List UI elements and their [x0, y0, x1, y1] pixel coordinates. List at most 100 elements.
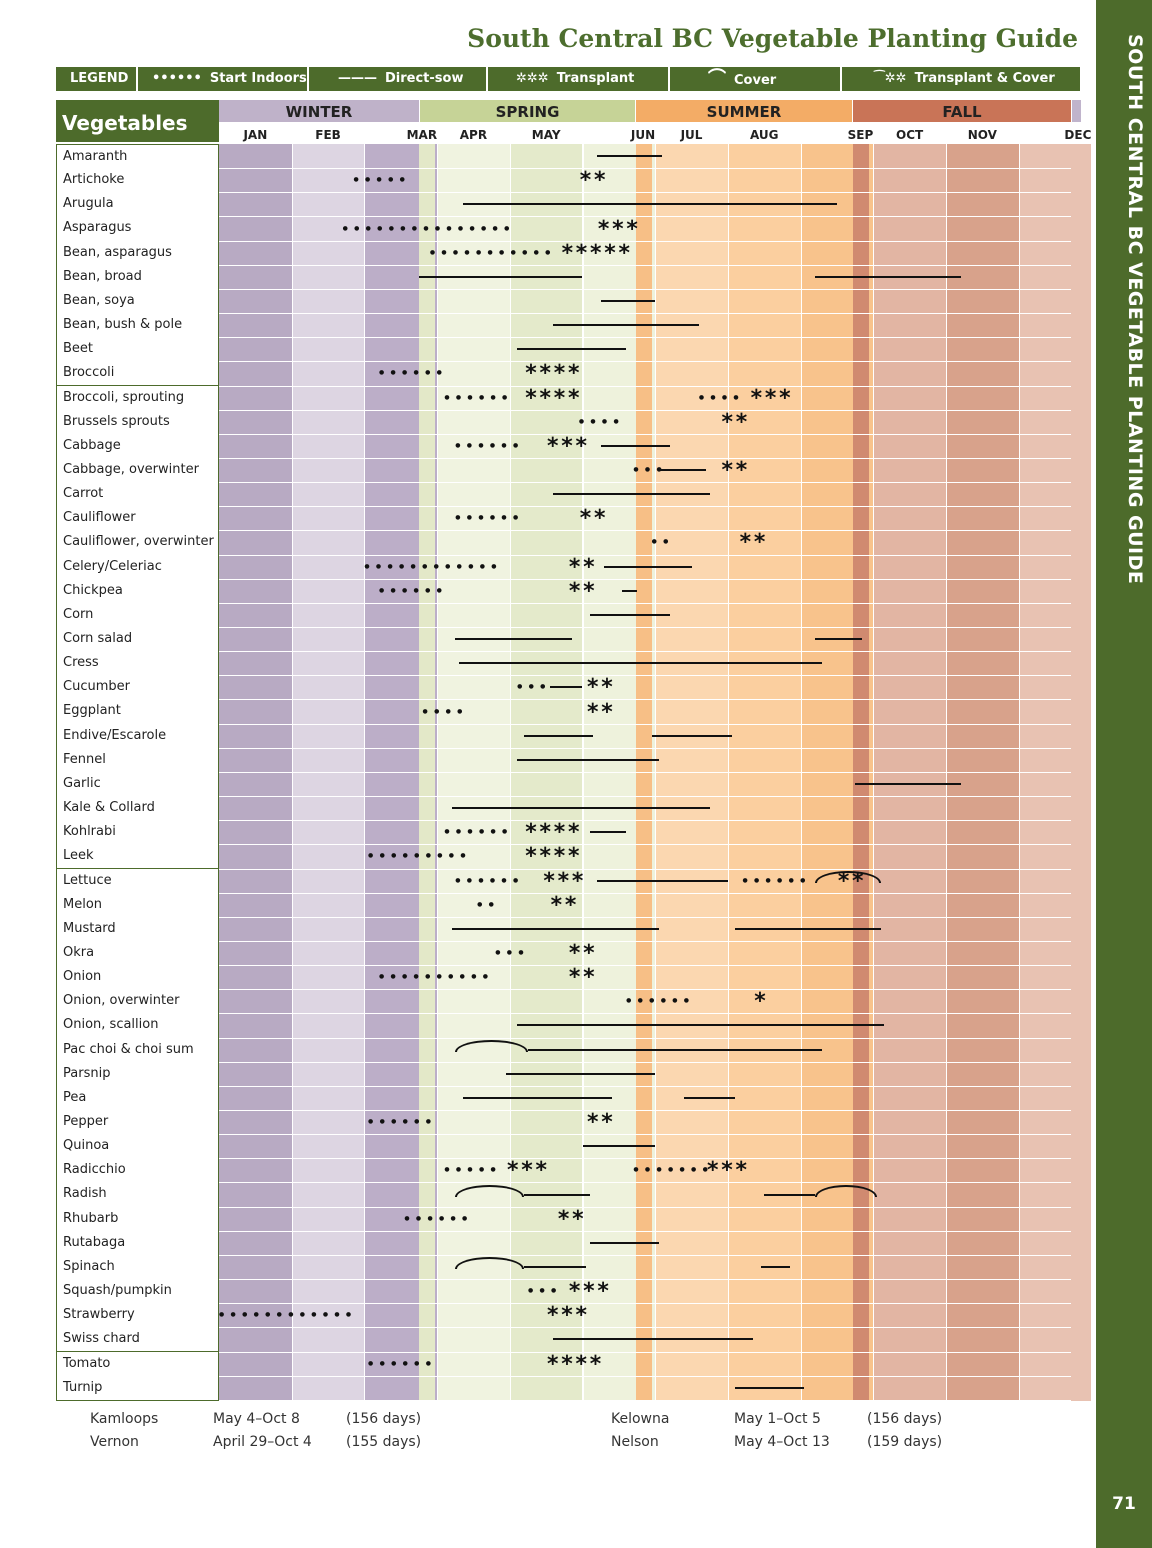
transplant-stars: *** [597, 216, 640, 242]
vegetable-label: Radish [56, 1182, 219, 1208]
direct-sow-line [589, 1241, 659, 1244]
grid-hline [219, 1399, 1071, 1401]
start-indoors-dots: ●●●●●● [444, 393, 514, 401]
grid-hline [219, 1110, 1071, 1111]
grid-hline [219, 288, 1071, 290]
start-indoors-dots: ●●●●●● [368, 1359, 438, 1367]
vegetable-label: Cauliflower [56, 506, 219, 532]
grid-hline [219, 820, 1071, 822]
vegetable-label: Melon [56, 892, 219, 918]
footer-city: Nelson [611, 1434, 659, 1450]
direct-sow-line [855, 782, 961, 785]
start-indoors-dots: ●●●●●● [455, 441, 525, 449]
grid-hline [219, 868, 1071, 870]
direct-sow-line [553, 493, 710, 496]
cover-arc-symbol: ⌒ [708, 68, 726, 89]
grid-hline [219, 1037, 1071, 1039]
grid-hline [219, 264, 1071, 266]
direct-sow-line [684, 1096, 736, 1099]
vegetable-label: Cress [56, 651, 219, 677]
month-header: MAY [531, 128, 561, 142]
season-end-strip [1072, 100, 1081, 122]
direct-sow-line [517, 348, 627, 351]
start-indoors-dots: ●●●●●●● [633, 1166, 715, 1174]
start-indoors-dots: ●● [651, 538, 675, 546]
dots-symbol: •••••• [152, 71, 202, 86]
grid-hline [219, 1182, 1071, 1184]
start-indoors-dots: ●●●●●●●●●●● [429, 248, 557, 256]
direct-sow-line [553, 324, 699, 327]
grid-hline [219, 554, 1071, 556]
grid-hline [219, 602, 1071, 604]
footer-days: (159 days) [867, 1434, 943, 1450]
start-indoors-dots: ●●● [495, 949, 530, 957]
vegetable-label: Spinach [56, 1254, 219, 1281]
vegetable-label: Eggplant [56, 699, 219, 725]
month-header: MAR [406, 128, 438, 142]
transplant-stars: *** [706, 1158, 749, 1184]
grid-hline [219, 506, 1071, 508]
direct-sow-line [418, 275, 583, 278]
grid-hline [219, 482, 1071, 484]
transplant-stars: ** [586, 699, 615, 725]
month-header: OCT [896, 128, 924, 142]
vegetable-label: Leek [56, 844, 219, 870]
grid-hline [219, 1013, 1071, 1015]
vegetable-label: Cucumber [56, 675, 219, 701]
page-title: South Central BC Vegetable Planting Guid… [467, 24, 1078, 53]
grid-hline [219, 240, 1071, 242]
transplant-cover-symbol: ⁀✲✲ [874, 71, 907, 86]
vegetable-label: Parsnip [56, 1061, 219, 1087]
transplant-stars: **** [546, 1351, 604, 1377]
start-indoors-dots: ●●●●●● [626, 997, 696, 1005]
start-indoors-dots: ●●●●●● [378, 586, 449, 594]
line-symbol: ——— [338, 71, 377, 86]
grid-hline [219, 1230, 1071, 1232]
grid-hline [219, 1254, 1071, 1256]
start-indoors-dots: ●●●●●●●●●●●●●●● [342, 224, 516, 232]
start-indoors-dots: ●●●●●● [404, 1214, 474, 1222]
start-indoors-dots: ●●●●● [353, 176, 412, 184]
vegetable-label: Carrot [56, 482, 219, 508]
vegetable-label: Garlic [56, 771, 219, 798]
footer-city: Kelowna [611, 1411, 670, 1427]
grid-hline [219, 989, 1071, 991]
month-header: JAN [243, 128, 268, 142]
grid-hline [219, 771, 1071, 773]
transplant-stars: ** [549, 892, 579, 918]
transplant-stars: ** [586, 675, 615, 701]
grid-hline [219, 361, 1071, 363]
month-header: JUN [630, 128, 656, 142]
direct-sow-line [658, 469, 707, 472]
vegetable-label: Chickpea [56, 578, 219, 604]
direct-sow-line [527, 1048, 823, 1051]
vegetable-label: Kohlrabi [56, 820, 219, 846]
start-indoors-dots: ●●●●●●●●●● [378, 973, 495, 981]
vegetable-label: Cabbage, overwinter [56, 457, 219, 484]
grid-hline [219, 723, 1071, 725]
direct-sow-line [462, 1096, 612, 1099]
grid-hline [219, 940, 1071, 942]
footer-dates: May 4–Oct 8 [213, 1411, 300, 1427]
direct-sow-line [524, 1265, 587, 1268]
direct-sow-line [582, 1145, 656, 1148]
start-indoors-dots: ●●●●●● [455, 514, 525, 522]
vegetable-label: Broccoli, sprouting [56, 385, 219, 411]
footer-days: (156 days) [346, 1411, 422, 1427]
grid-hline [219, 965, 1071, 967]
grid-hline [219, 675, 1071, 677]
direct-sow-line [589, 831, 627, 834]
vegetable-label: Radicchio [56, 1158, 219, 1184]
start-indoors-dots: ●●●●●●●●●●●● [219, 1311, 358, 1319]
start-indoors-dots: ●●●●● [444, 1166, 503, 1174]
season-summer: SUMMER [636, 100, 852, 122]
vegetable-label: Quinoa [56, 1134, 219, 1160]
footer-dates: May 4–Oct 13 [734, 1434, 830, 1450]
grid-hline [219, 457, 1071, 459]
side-title: SOUTH CENTRAL BC VEGETABLE PLANTING GUID… [1124, 34, 1146, 585]
direct-sow-line [597, 155, 663, 158]
direct-sow-line [735, 1386, 805, 1389]
footer-city: Vernon [90, 1434, 139, 1450]
direct-sow-line [815, 275, 961, 278]
direct-sow-line [506, 1072, 656, 1075]
